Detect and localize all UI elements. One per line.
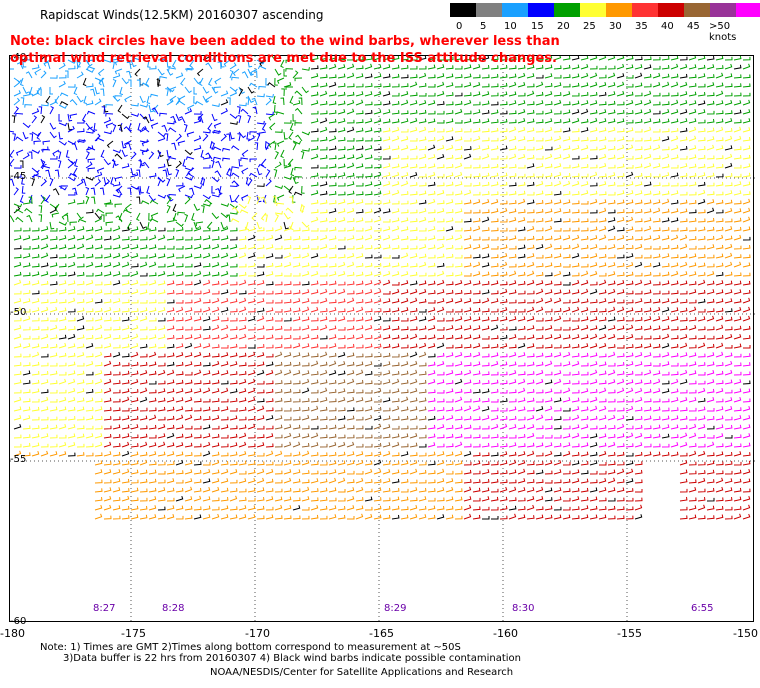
- legend-swatch: [580, 3, 606, 17]
- longitude-label: -165: [369, 627, 394, 640]
- legend-label: 45: [687, 21, 700, 32]
- warning-note-line-2: optimal wind retrieval conditions are me…: [10, 51, 557, 66]
- credit-line: NOAA/NESDIS/Center for Satellite Applica…: [210, 667, 514, 678]
- footnote-line-1: Note: 1) Times are GMT 2)Times along bot…: [40, 642, 461, 653]
- map-graticule: [10, 56, 755, 623]
- longitude-label: -150: [733, 627, 758, 640]
- time-label: 6:55: [691, 603, 714, 614]
- latitude-label: -40: [10, 52, 27, 63]
- legend-swatch: [502, 3, 528, 17]
- legend-swatch: [658, 3, 684, 17]
- legend-swatch: [632, 3, 658, 17]
- legend-label: 5: [480, 21, 487, 32]
- wind-map: -40 -45 -50 -55 -60 8:27 8:28 8:29 8:30 …: [9, 52, 755, 627]
- longitude-label: -160: [493, 627, 518, 640]
- legend-label: 20: [557, 21, 570, 32]
- legend-label: 15: [531, 21, 544, 32]
- legend-label: 25: [583, 21, 596, 32]
- legend-label: 10: [504, 21, 517, 32]
- longitude-label: -180: [0, 627, 25, 640]
- wind-speed-color-legend: [450, 3, 760, 17]
- time-label: 8:29: [384, 603, 407, 614]
- time-label: 8:30: [512, 603, 535, 614]
- legend-labels: 0 5 10 15 20 25 30 35 40 45 >50 knots: [450, 21, 760, 43]
- wind-barbs: [10, 56, 751, 520]
- footnote-line-2: 3)Data buffer is 22 hrs from 20160307 4)…: [63, 653, 521, 664]
- latitude-label: -60: [10, 616, 27, 627]
- legend-label: 35: [635, 21, 648, 32]
- longitude-label: -175: [121, 627, 146, 640]
- map-title: Rapidscat Winds(12.5KM) 20160307 ascendi…: [40, 8, 324, 22]
- legend-swatch: [606, 3, 632, 17]
- latitude-label: -55: [10, 454, 27, 465]
- legend-swatch: [476, 3, 502, 17]
- legend-label: 40: [661, 21, 674, 32]
- legend-swatch: [450, 3, 476, 17]
- time-label: 8:27: [93, 603, 116, 614]
- legend-swatch: [684, 3, 710, 17]
- legend-swatch: [736, 3, 760, 17]
- longitude-label: -155: [617, 627, 642, 640]
- legend-label: >50 knots: [709, 21, 737, 43]
- latitude-label: -50: [10, 307, 27, 318]
- longitude-label: -170: [245, 627, 270, 640]
- longitude-labels: -180 -175 -170 -165 -160 -155 -150: [0, 627, 760, 641]
- legend-label: 30: [609, 21, 622, 32]
- legend-swatch: [528, 3, 554, 17]
- legend-swatch: [710, 3, 736, 17]
- latitude-label: -45: [10, 171, 27, 182]
- legend-label: 0: [456, 21, 463, 32]
- time-label: 8:28: [162, 603, 185, 614]
- warning-note-line-1: Note: black circles have been added to t…: [10, 34, 560, 49]
- legend-swatch: [554, 3, 580, 17]
- wind-barb-field: [10, 56, 755, 623]
